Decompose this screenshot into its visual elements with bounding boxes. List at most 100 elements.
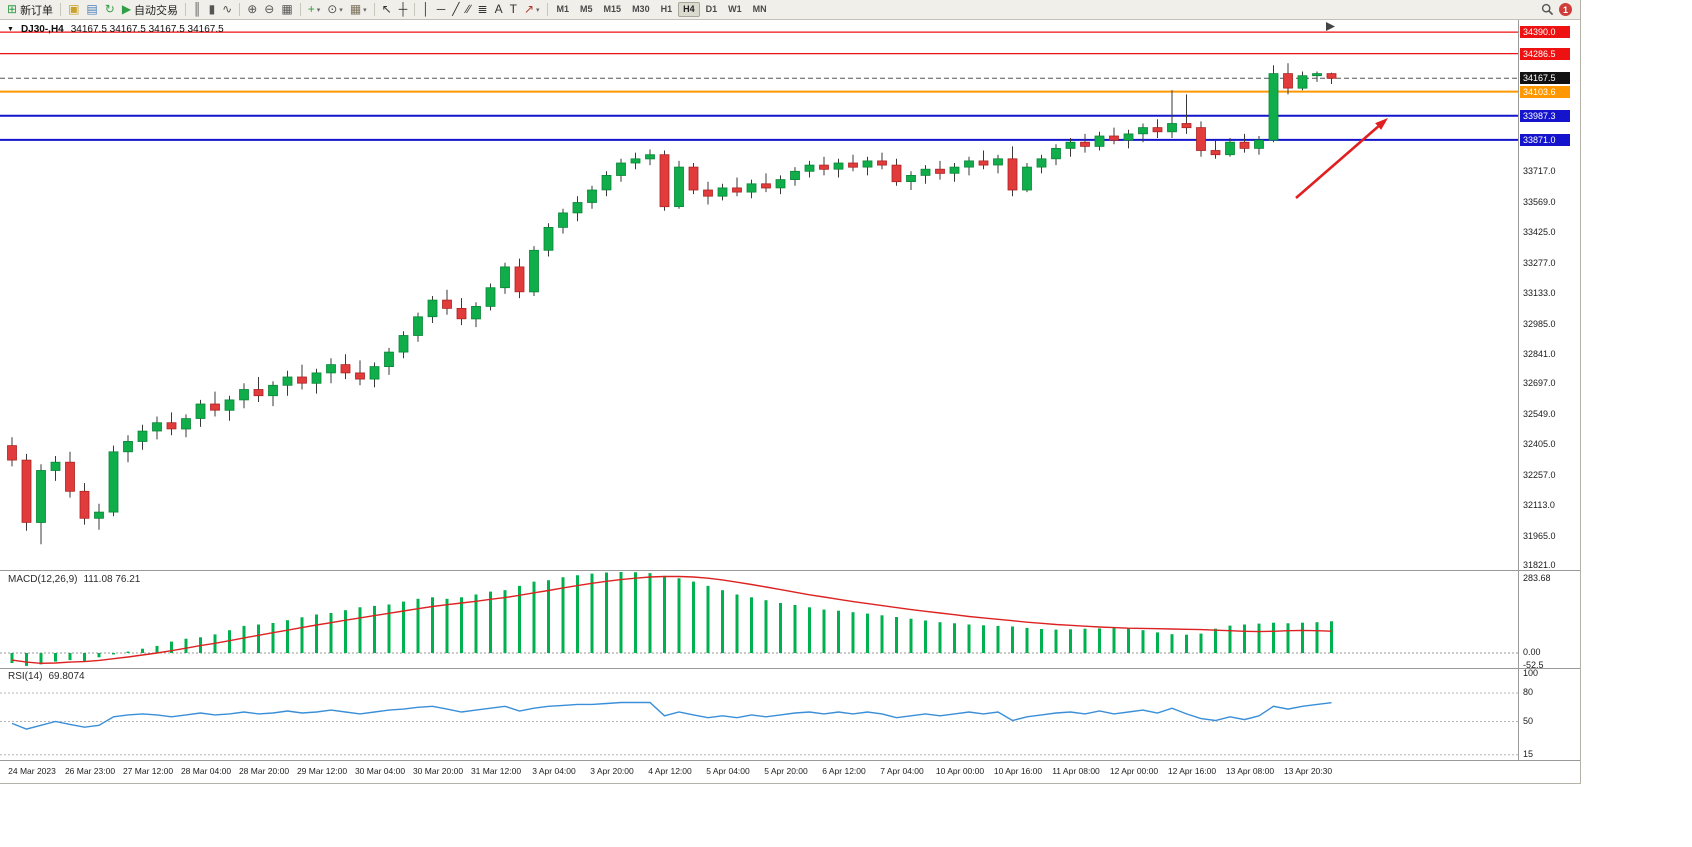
time-axis-label: 5 Apr 20:00 [764,766,808,776]
indicators-icon: + [307,2,315,16]
zoom-out-button[interactable]: ⊖ [261,1,277,18]
rsi-pane-divider[interactable] [0,668,1580,669]
trendline-icon: ╱ [452,2,460,16]
trendline-button[interactable]: ╱ [449,1,462,18]
macd-scale-min: -52.5 [1523,660,1544,670]
time-axis-label: 29 Mar 12:00 [296,766,348,776]
bar-chart-icon: ║ [193,2,202,16]
timeframe-h1-button[interactable]: H1 [660,4,673,14]
navigator-icon: ▤ [86,2,98,16]
macd-scale-zero: 0.00 [1523,647,1541,657]
macd-indicator-label: MACD(12,26,9) 111.08 76.21 [8,574,141,585]
price-axis-label: 32985.0 [1523,318,1556,329]
new-order-button[interactable]: ⊞ 新订单 [4,1,56,18]
price-tag-34103.6: 34103.6 [1520,85,1570,98]
bar-chart-button[interactable]: ║ [190,1,205,18]
time-axis-label: 12 Apr 00:00 [1109,766,1159,776]
time-axis-divider [0,760,1580,761]
time-axis-label: 3 Apr 04:00 [532,766,576,776]
rsi-scale-15: 15 [1523,748,1534,759]
text-icon: A [494,2,503,16]
candlestick-chart-button[interactable]: ▮ [206,1,219,18]
time-axis-label: 24 Mar 2023 [8,766,56,776]
macd-pane-divider[interactable] [0,570,1580,571]
text-button[interactable]: A [492,1,506,18]
dropdown-caret-icon: ▾ [339,6,343,14]
search-icon [1541,3,1554,16]
time-axis-label: 26 Mar 23:00 [64,766,116,776]
line-chart-button[interactable]: ∿ [219,1,235,18]
price-axis-label: 31965.0 [1523,530,1556,541]
time-axis-label: 10 Apr 16:00 [993,766,1043,776]
profiles-icon: ↻ [104,2,115,16]
autotrading-button-label: 自动交易 [134,4,179,17]
profiles-button[interactable]: ↻ [102,1,118,18]
toolbar-separator [239,3,241,16]
timeframe-d1-button[interactable]: D1 [705,4,718,14]
time-axis-label: 10 Apr 00:00 [935,766,985,776]
new-order-icon: ⊞ [7,2,18,16]
timeframe-h4-button[interactable]: H4 [678,2,700,17]
time-axis-label: 27 Mar 12:00 [122,766,174,776]
price-tag-34390.0: 34390.0 [1520,26,1570,39]
horizontal-line-icon: ─ [436,2,446,16]
navigator-button[interactable]: ▤ [83,1,100,18]
price-tag-33871.0: 33871.0 [1520,133,1570,146]
toolbar-separator [414,3,416,16]
fibonacci-icon: ≣ [477,2,488,16]
rsi-scale-50: 50 [1523,715,1534,726]
time-axis-label: 5 Apr 04:00 [706,766,750,776]
indicators-button[interactable]: + ▾ [305,1,324,18]
price-axis-label: 33277.0 [1523,257,1556,268]
toolbar-separator [546,3,548,16]
timeframe-m15-button[interactable]: M15 [603,4,622,14]
price-axis-label: 32257.0 [1523,469,1556,480]
equidistant-channel-button[interactable]: ∕∕ [464,1,474,18]
candlestick-chart-icon: ▮ [208,2,216,16]
mt4-terminal-window: ⊞ 新订单 ▣ ▤ ↻ ▶ 自动交易 ║ ▮ ∿ ⊕ ⊖ ▦ + ▾ ⊙ ▾ ▦ ▾ ↖ ┼ │ ─ ╱ ∕∕ ≣ A T ↗ ▾ M1 M5… [0,0,1581,784]
vertical-line-button[interactable]: │ [419,1,433,18]
time-axis-label: 13 Apr 20:30 [1283,766,1333,776]
crosshair-icon: ┼ [398,2,408,16]
autotrading-button[interactable]: ▶ 自动交易 [119,1,181,18]
timeframe-m30-button[interactable]: M30 [632,4,650,14]
macd-current-values: 111.08 76.21 [83,574,141,585]
price-tag-33987.3: 33987.3 [1520,109,1570,122]
time-axis-label: 28 Mar 20:00 [238,766,290,776]
templates-icon: ▦ [349,2,362,16]
price-axis-label: 32113.0 [1523,499,1555,510]
text-label-button[interactable]: T [507,1,520,18]
time-axis-label: 3 Apr 20:00 [590,766,634,776]
tile-windows-button[interactable]: ▦ [278,1,295,18]
price-axis-label: 33569.0 [1523,197,1556,208]
periods-button[interactable]: ⊙ ▾ [324,1,346,18]
search-button[interactable] [1537,3,1558,16]
cursor-button[interactable]: ↖ [379,1,395,18]
timeframe-m1-button[interactable]: M1 [556,4,570,14]
price-axis-label: 32405.0 [1523,439,1556,450]
notification-badge[interactable]: 1 [1559,3,1572,16]
templates-button[interactable]: ▦ ▾ [347,1,370,18]
time-axis-label: 11 Apr 08:00 [1052,766,1100,776]
toolbar-separator [373,3,375,16]
arrows-button[interactable]: ↗ ▾ [521,1,543,18]
dropdown-caret-icon: ▾ [316,6,321,14]
zoom-out-icon: ⊖ [264,2,275,16]
price-axis-label: 31821.0 [1523,560,1556,571]
timeframe-w1-button[interactable]: W1 [728,4,742,14]
text-label-icon: T [509,2,517,16]
toolbar-separator [299,3,301,16]
toolbar: ⊞ 新订单 ▣ ▤ ↻ ▶ 自动交易 ║ ▮ ∿ ⊕ ⊖ ▦ + ▾ ⊙ ▾ ▦ ▾ ↖ ┼ │ ─ ╱ ∕∕ ≣ A T ↗ ▾ M1 M5… [0,0,1580,20]
horizontal-line-button[interactable]: ─ [434,1,449,18]
timeframe-m5-button[interactable]: M5 [580,4,593,14]
one-click-trading-toggle[interactable]: ▼ [7,26,14,33]
new-order-button-label: 新订单 [20,4,54,17]
data-window-button[interactable]: ▣ [65,1,82,18]
dropdown-caret-icon: ▾ [536,6,540,14]
bid-price-tag: 34167.5 [1520,72,1570,85]
fibonacci-button[interactable]: ≣ [475,1,491,18]
zoom-in-button[interactable]: ⊕ [244,1,260,18]
timeframe-mn-button[interactable]: MN [752,4,767,14]
crosshair-button[interactable]: ┼ [396,1,411,18]
